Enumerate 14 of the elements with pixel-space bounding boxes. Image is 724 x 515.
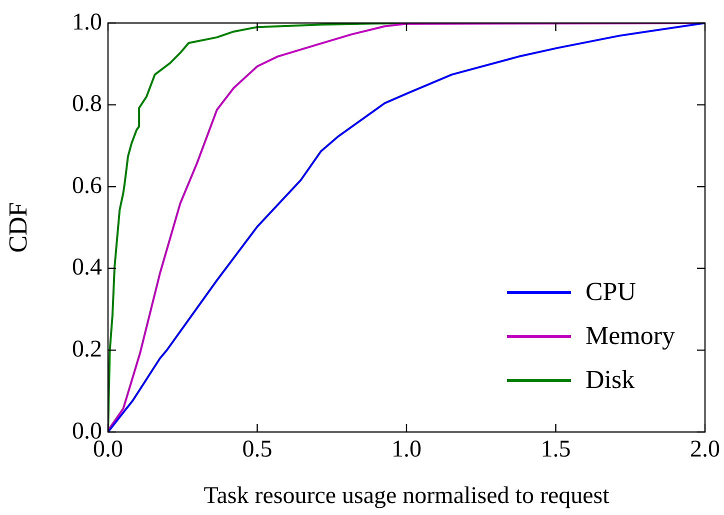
y-tick-label: 0.6 — [72, 172, 102, 199]
y-tick-label: 0.2 — [72, 336, 102, 362]
x-tick-label: 2.0 — [690, 436, 720, 463]
y-tick-label: 1.0 — [72, 9, 102, 36]
legend-label: CPU — [585, 277, 636, 307]
x-tick-label: 0.5 — [242, 436, 272, 463]
y-tick-label: 0.8 — [72, 91, 102, 118]
legend-label: Memory — [585, 321, 675, 351]
y-axis-title: CDF — [3, 202, 32, 253]
y-tick-label: 0.4 — [72, 254, 102, 281]
legend-label: Disk — [585, 365, 635, 395]
x-tick-label: 1.0 — [392, 436, 422, 463]
x-tick-label: 1.5 — [540, 436, 571, 463]
x-axis-title: Task resource usage normalised to request — [204, 482, 610, 509]
